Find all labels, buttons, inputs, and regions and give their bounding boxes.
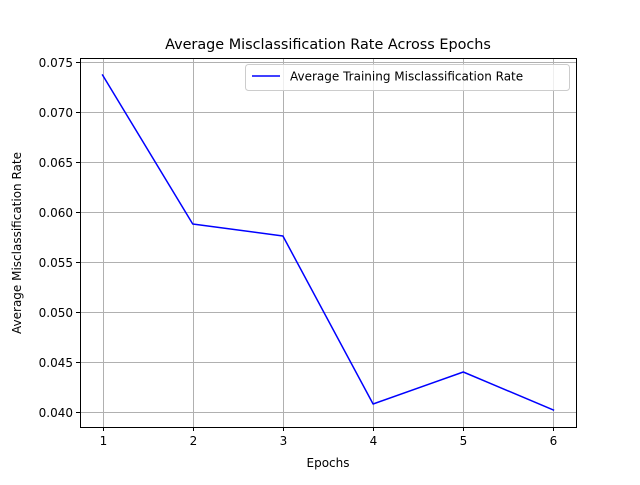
legend: Average Training Misclassification Rate — [245, 64, 570, 91]
x-tick-label: 6 — [550, 434, 558, 448]
x-axis-label: Epochs — [307, 456, 350, 470]
series-line — [101, 73, 555, 411]
legend-box — [245, 64, 570, 91]
grid-lines — [80, 58, 576, 427]
y-tick-label: 0.040 — [39, 406, 73, 420]
tick-marks — [76, 62, 554, 431]
x-tick-label: 2 — [190, 434, 198, 448]
y-tick-label: 0.070 — [39, 106, 73, 120]
x-tick-label: 3 — [280, 434, 288, 448]
x-tick-label: 5 — [460, 434, 468, 448]
y-tick-label: 0.050 — [39, 306, 73, 320]
y-tick-label: 0.045 — [39, 356, 73, 370]
axes-frame — [80, 58, 577, 428]
series-layer — [101, 73, 555, 411]
y-tick-label: 0.075 — [39, 56, 73, 70]
y-tick-label: 0.060 — [39, 206, 73, 220]
legend-label: Average Training Misclassification Rate — [290, 70, 523, 84]
x-tick-label: 4 — [370, 434, 378, 448]
chart-title: Average Misclassification Rate Across Ep… — [165, 37, 491, 53]
y-tick-labels: 0.040 0.045 0.050 0.055 0.060 0.065 0.070 0.075 — [39, 56, 73, 420]
y-axis-label: Average Misclassification Rate — [10, 152, 24, 334]
x-tick-label: 1 — [100, 434, 108, 448]
x-tick-labels: 1 2 3 4 5 6 — [100, 434, 558, 448]
y-tick-label: 0.055 — [39, 256, 73, 270]
plot-area-border — [80, 58, 577, 428]
y-tick-label: 0.065 — [39, 156, 73, 170]
